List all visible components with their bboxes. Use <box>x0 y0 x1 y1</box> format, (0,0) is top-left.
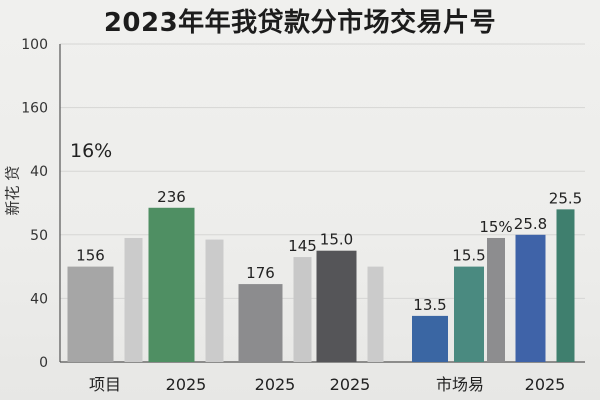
x-category-label: 2025 <box>166 375 207 394</box>
bar <box>148 207 195 362</box>
x-category-label: 2025 <box>255 375 296 394</box>
y-tick-label: 160 <box>21 101 48 117</box>
bar-data-label: 176 <box>246 264 275 282</box>
bar-data-label: 25.8 <box>514 215 547 233</box>
bar <box>454 266 484 362</box>
x-category-label: 2025 <box>525 375 566 394</box>
y-tick-label: 0 <box>39 355 48 371</box>
x-category-label: 市场易 <box>436 375 484 394</box>
bar <box>316 250 357 362</box>
bar <box>293 257 312 362</box>
y-tick-label: 100 <box>21 37 48 53</box>
bar <box>556 209 575 362</box>
y-tick-label: 40 <box>30 164 48 180</box>
bar <box>67 266 114 362</box>
bar-data-label: 145 <box>288 237 317 255</box>
bar <box>487 237 505 362</box>
bar-data-label: 156 <box>76 247 105 265</box>
bar <box>515 234 546 362</box>
bar-data-label: 236 <box>157 188 186 206</box>
bar-data-label: 13.5 <box>413 296 446 314</box>
bar-data-label: 15.5 <box>452 247 485 265</box>
x-category-label: 2025 <box>330 375 371 394</box>
bar-data-label: 25.5 <box>549 189 582 207</box>
bar-data-label: 15% <box>479 218 512 236</box>
bar <box>205 239 224 362</box>
bar <box>367 266 384 362</box>
bar <box>124 237 143 362</box>
chart-title: 2023年年我贷款分市场交易片号 <box>103 8 497 38</box>
bar <box>412 315 448 362</box>
chart-annotation: 16% <box>70 140 113 162</box>
y-tick-label: 50 <box>30 228 48 244</box>
y-tick-label: 40 <box>30 291 48 307</box>
bar-data-label: 15.0 <box>320 231 353 249</box>
x-category-label: 项目 <box>89 375 121 394</box>
bar <box>238 284 283 362</box>
